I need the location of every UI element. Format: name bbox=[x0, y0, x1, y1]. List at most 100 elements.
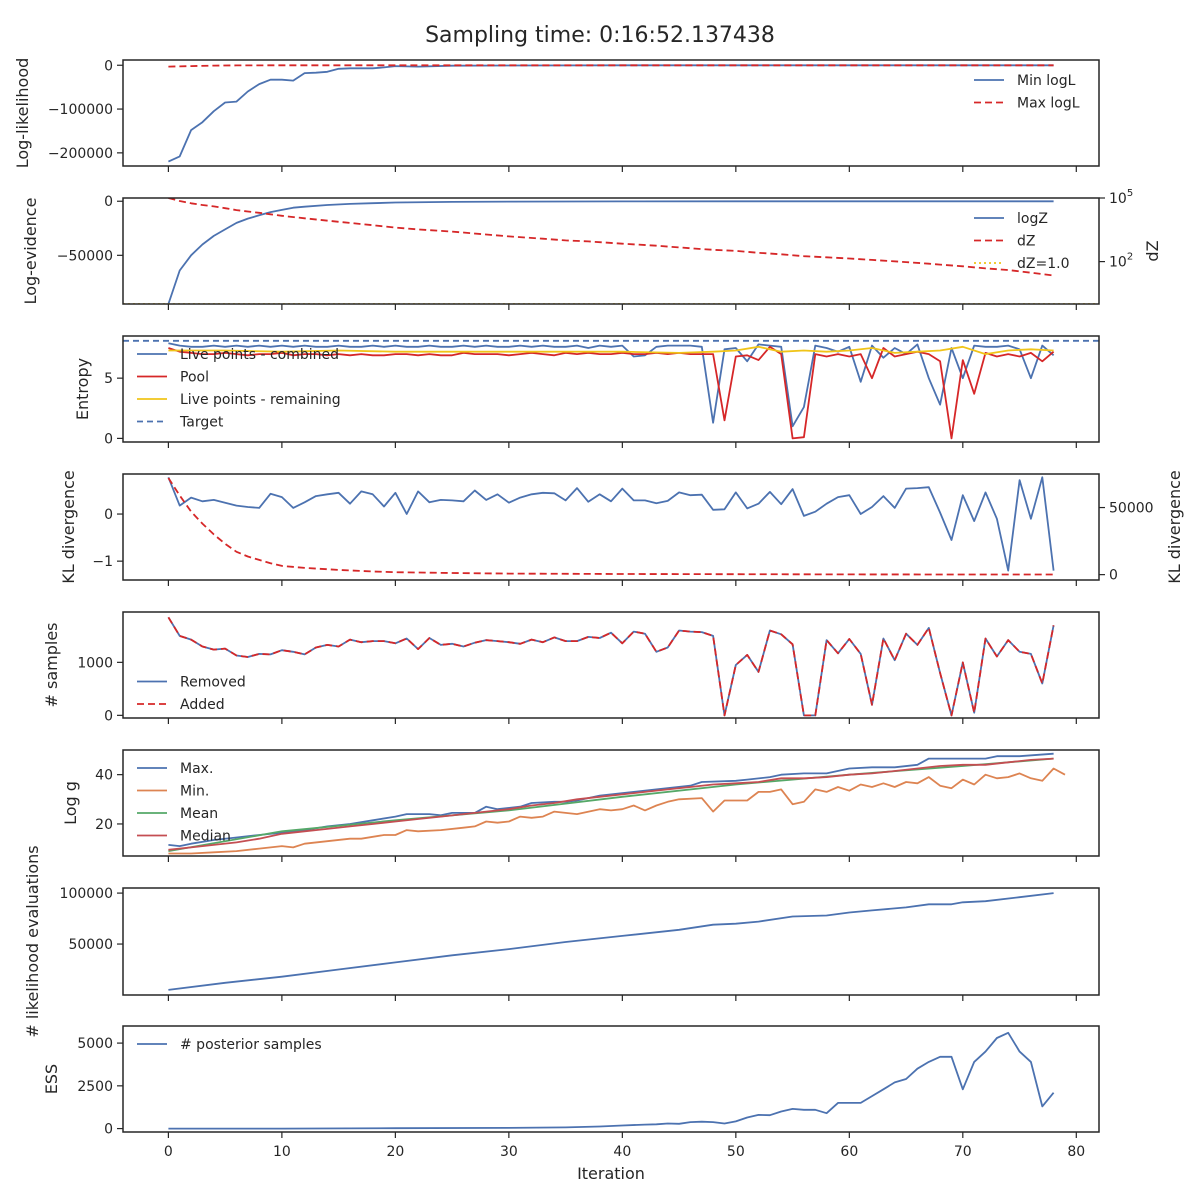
legend-label: Target bbox=[179, 415, 224, 431]
y-tick-label: 0 bbox=[104, 58, 113, 74]
y-tick-label: 0 bbox=[104, 431, 113, 447]
legend: Removed Added bbox=[137, 675, 246, 713]
x-tick-label: 20 bbox=[386, 1144, 404, 1160]
y2-tick-label: 105 bbox=[1109, 188, 1133, 207]
legend-label: Max logL bbox=[1017, 96, 1080, 112]
legend-label: # posterior samples bbox=[180, 1037, 322, 1053]
legend-label: Removed bbox=[180, 675, 246, 691]
series-line-dz bbox=[168, 198, 1054, 277]
x-tick-label: 30 bbox=[500, 1144, 518, 1160]
x-axis-label: Iteration bbox=[577, 1164, 645, 1183]
series-group bbox=[168, 892, 1054, 991]
legend-label: Min logL bbox=[1017, 73, 1076, 89]
y-tick-label: −200000 bbox=[48, 146, 113, 162]
series-group bbox=[168, 1031, 1055, 1130]
legend-label: Max. bbox=[180, 761, 213, 777]
y-axis-label: Log-likelihood bbox=[13, 58, 32, 169]
panel-logevidence: 0 −50000 105 102 Log-evidence dZ logZ dZ dZ=1.0 bbox=[21, 188, 1162, 310]
x-tick-label: 0 bbox=[164, 1144, 173, 1160]
y-axis-label: ESS bbox=[42, 1064, 61, 1094]
y-tick-label: 0 bbox=[104, 194, 113, 210]
y2-tick-label: 0 bbox=[1109, 568, 1118, 584]
y-axis-label: # likelihood evaluations bbox=[23, 845, 42, 1037]
legend: Min logL Max logL bbox=[974, 73, 1080, 112]
y2-tick-label: 102 bbox=[1109, 252, 1133, 271]
series-group bbox=[123, 198, 1099, 304]
x-tick-label: 70 bbox=[954, 1144, 972, 1160]
y-tick-label: −50000 bbox=[57, 248, 113, 264]
legend-label: Pool bbox=[180, 370, 209, 386]
y-axis-label: Log g bbox=[61, 781, 80, 825]
series-line--posterior-samples bbox=[168, 1031, 1055, 1130]
plot-frame bbox=[122, 887, 1100, 996]
series-line-added bbox=[167, 616, 1055, 717]
y-tick-label: 20 bbox=[95, 817, 113, 833]
legend: logZ dZ dZ=1.0 bbox=[974, 211, 1069, 272]
series-line-min-logl bbox=[168, 64, 1054, 163]
y-tick-label: 0 bbox=[104, 708, 113, 724]
y-axis-label: Log-evidence bbox=[21, 198, 40, 305]
panel-ess: 0 10 20 30 40 50 60 70 80 5000 2500 0 ESS # posterior… bbox=[42, 1025, 1100, 1160]
series-line-kl-divergence-cumulative- bbox=[167, 477, 1054, 576]
y-tick-label: 40 bbox=[95, 768, 113, 784]
y2-tick-exponent: 2 bbox=[1127, 252, 1133, 263]
y-axis-label: Entropy bbox=[73, 358, 92, 420]
y-axis-label: # samples bbox=[42, 623, 61, 708]
panel-logg: 40 20 Log g Max. Min. Mean Median bbox=[61, 749, 1100, 862]
y2-axis-label: dZ bbox=[1143, 240, 1162, 261]
y-tick-label: 100000 bbox=[60, 886, 113, 902]
series-group bbox=[168, 64, 1054, 163]
y-tick-label: −1 bbox=[92, 554, 113, 570]
series-line-kl-divergence bbox=[167, 476, 1055, 572]
y-tick-label: 5000 bbox=[77, 1036, 113, 1052]
series-group bbox=[167, 476, 1055, 576]
x-tick-label: 80 bbox=[1067, 1144, 1085, 1160]
legend-label: Live points - remaining bbox=[180, 392, 341, 408]
series-group bbox=[123, 339, 1099, 440]
x-tick-label: 10 bbox=[273, 1144, 291, 1160]
legend-label: Median bbox=[180, 829, 231, 845]
y-tick-label: 2500 bbox=[77, 1079, 113, 1095]
panel-kl: 0 −1 50000 0 KL divergence KL divergence bbox=[59, 470, 1184, 586]
plot-frame bbox=[122, 59, 1100, 167]
plot-frame bbox=[122, 749, 1100, 857]
series-line-removed bbox=[167, 616, 1055, 717]
y-axis-label: KL divergence bbox=[59, 470, 78, 583]
series-line-min- bbox=[168, 767, 1066, 855]
legend-label: dZ=1.0 bbox=[1017, 256, 1069, 272]
series-line-logz bbox=[167, 200, 1054, 304]
series-line-live-points-remaining bbox=[168, 345, 1054, 355]
plot-frame bbox=[122, 335, 1100, 443]
series-group bbox=[167, 616, 1055, 717]
x-tick-label: 50 bbox=[727, 1144, 745, 1160]
x-tick-label: 40 bbox=[613, 1144, 631, 1160]
y-tick-label: 5 bbox=[104, 371, 113, 387]
legend-label: Min. bbox=[180, 784, 209, 800]
y2-tick-label: 50000 bbox=[1109, 501, 1154, 517]
plot-frame bbox=[122, 197, 1100, 305]
legend-label: dZ bbox=[1017, 234, 1035, 250]
panel-loglikelihood: 0 −100000 −200000 Log-likelihood Min logL Max… bbox=[13, 58, 1100, 172]
plot-frame bbox=[122, 1025, 1100, 1133]
legend: Live points - combined Pool Live points - … bbox=[137, 347, 341, 431]
legend-label: Live points - combined bbox=[180, 347, 339, 363]
legend-label: Added bbox=[180, 697, 225, 713]
y-tick-label: 0 bbox=[104, 1122, 113, 1138]
y-tick-label: 50000 bbox=[68, 937, 113, 953]
y2-axis-label: KL divergence bbox=[1165, 470, 1184, 583]
legend: # posterior samples bbox=[137, 1037, 322, 1053]
plot-frame bbox=[122, 611, 1100, 719]
series-line-mean bbox=[168, 757, 1054, 852]
y-tick-label: 1000 bbox=[77, 655, 113, 671]
plot-frame bbox=[122, 473, 1100, 581]
series-group bbox=[168, 752, 1066, 855]
y-tick-label: 0 bbox=[104, 507, 113, 523]
y2-tick-exponent: 5 bbox=[1127, 188, 1133, 199]
chart-title: Sampling time: 0:16:52.137438 bbox=[425, 23, 775, 48]
y-tick-label: −100000 bbox=[48, 102, 113, 118]
series-line-pool bbox=[168, 345, 1055, 440]
